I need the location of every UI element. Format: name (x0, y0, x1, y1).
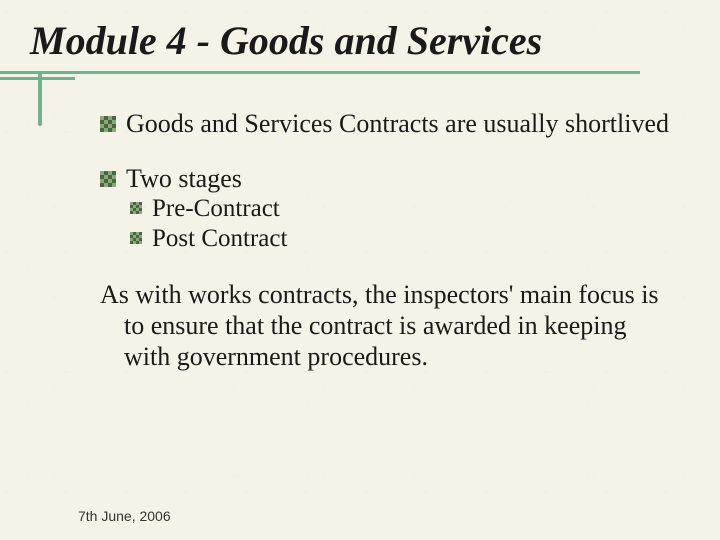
footer-date: 7th June, 2006 (78, 508, 171, 524)
bullet-icon (100, 171, 116, 187)
bullet-item-1: Goods and Services Contracts are usually… (100, 108, 680, 139)
accent-vertical (38, 72, 42, 126)
sub-bullets: Pre-Contract Post Contract (100, 194, 680, 254)
bullet-item-2: Two stages Pre-Contract Post Contract (100, 163, 680, 254)
title-underline (30, 68, 680, 80)
sub-bullet-2: Post Contract (130, 224, 680, 254)
bullet-text: Two stages (126, 163, 242, 194)
bullet-icon (130, 202, 142, 214)
body-paragraph: As with works contracts, the inspectors'… (100, 280, 680, 372)
sub-bullet-text: Post Contract (152, 224, 287, 254)
slide: Module 4 - Goods and Services Goods and … (0, 0, 720, 540)
paragraph-text: As with works contracts, the inspectors'… (100, 280, 670, 372)
slide-title: Module 4 - Goods and Services (30, 20, 680, 62)
sub-bullet-1: Pre-Contract (130, 194, 680, 224)
content-area: Goods and Services Contracts are usually… (30, 108, 680, 372)
bullet-text: Goods and Services Contracts are usually… (126, 108, 669, 139)
bullet-icon (130, 232, 142, 244)
bullet-icon (100, 116, 116, 132)
sub-bullet-text: Pre-Contract (152, 194, 280, 224)
